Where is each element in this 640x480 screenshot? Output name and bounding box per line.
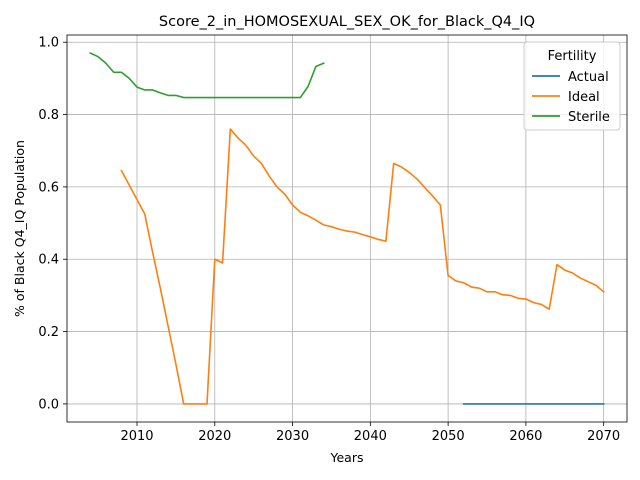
legend-label-sterile: Sterile (568, 110, 610, 125)
y-tick-label: 0.0 (38, 397, 59, 412)
legend-title: Fertility (548, 49, 597, 64)
y-axis-title: % of Black Q4_IQ Population (12, 140, 27, 317)
y-tick-label: 0.4 (38, 253, 59, 268)
chart-title: Score_2_in_HOMOSEXUAL_SEX_OK_for_Black_Q… (159, 14, 535, 30)
legend-items: Actual Ideal Sterile (532, 70, 610, 125)
x-tick-label: 2030 (276, 429, 309, 444)
x-tick-label: 2020 (198, 429, 231, 444)
y-tick-label: 1.0 (38, 36, 59, 51)
series-line-sterile (89, 52, 325, 99)
y-tick-label: 0.2 (38, 325, 59, 340)
x-tick-label: 2010 (120, 429, 153, 444)
grid (67, 35, 627, 422)
x-tick-label: 2040 (354, 429, 387, 444)
plot-frame (66, 34, 628, 423)
legend: Fertility Actual Ideal Sterile (523, 41, 621, 131)
legend-label-ideal: Ideal (568, 90, 600, 105)
x-tick-label: 2060 (509, 429, 542, 444)
y-tick-label: 0.8 (38, 108, 59, 123)
y-tick-label: 0.6 (38, 180, 59, 195)
x-tick-label: 2050 (432, 429, 465, 444)
legend-label-actual: Actual (568, 70, 609, 85)
x-axis-title: Years (330, 450, 364, 465)
series-line-ideal (120, 128, 605, 405)
axis-ticks: 2010 2020 2030 2040 2050 2060 2070 0.0 0.2 0.4 0.6… (38, 36, 620, 444)
series-lines (89, 52, 605, 405)
x-tick-label: 2070 (587, 429, 620, 444)
legend-box (523, 41, 621, 131)
